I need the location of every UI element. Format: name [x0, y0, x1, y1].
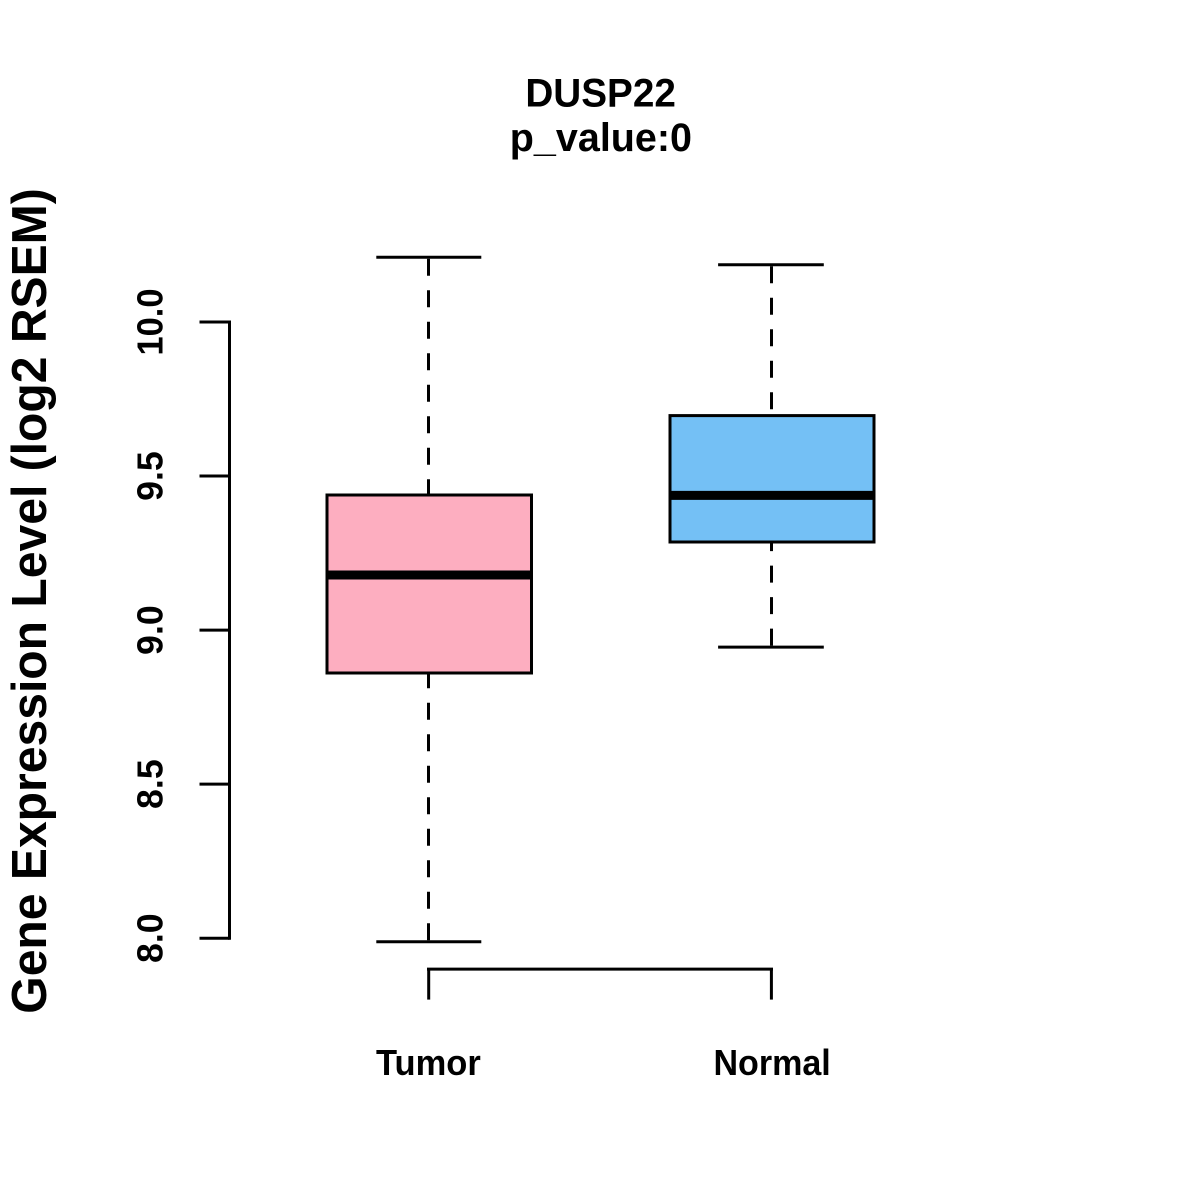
svg-text:9.5: 9.5	[130, 451, 171, 501]
svg-text:Tumor: Tumor	[376, 1042, 481, 1083]
svg-text:DUSP22: DUSP22	[525, 71, 676, 115]
svg-text:9.0: 9.0	[130, 605, 171, 655]
svg-text:p_value:0: p_value:0	[510, 116, 692, 160]
svg-text:8.0: 8.0	[130, 913, 171, 963]
svg-text:Normal: Normal	[713, 1042, 830, 1083]
svg-text:Gene Expression Level (log2 RS: Gene Expression Level (log2 RSEM)	[3, 188, 57, 1013]
svg-text:8.5: 8.5	[130, 759, 171, 809]
svg-text:10.0: 10.0	[130, 289, 171, 356]
